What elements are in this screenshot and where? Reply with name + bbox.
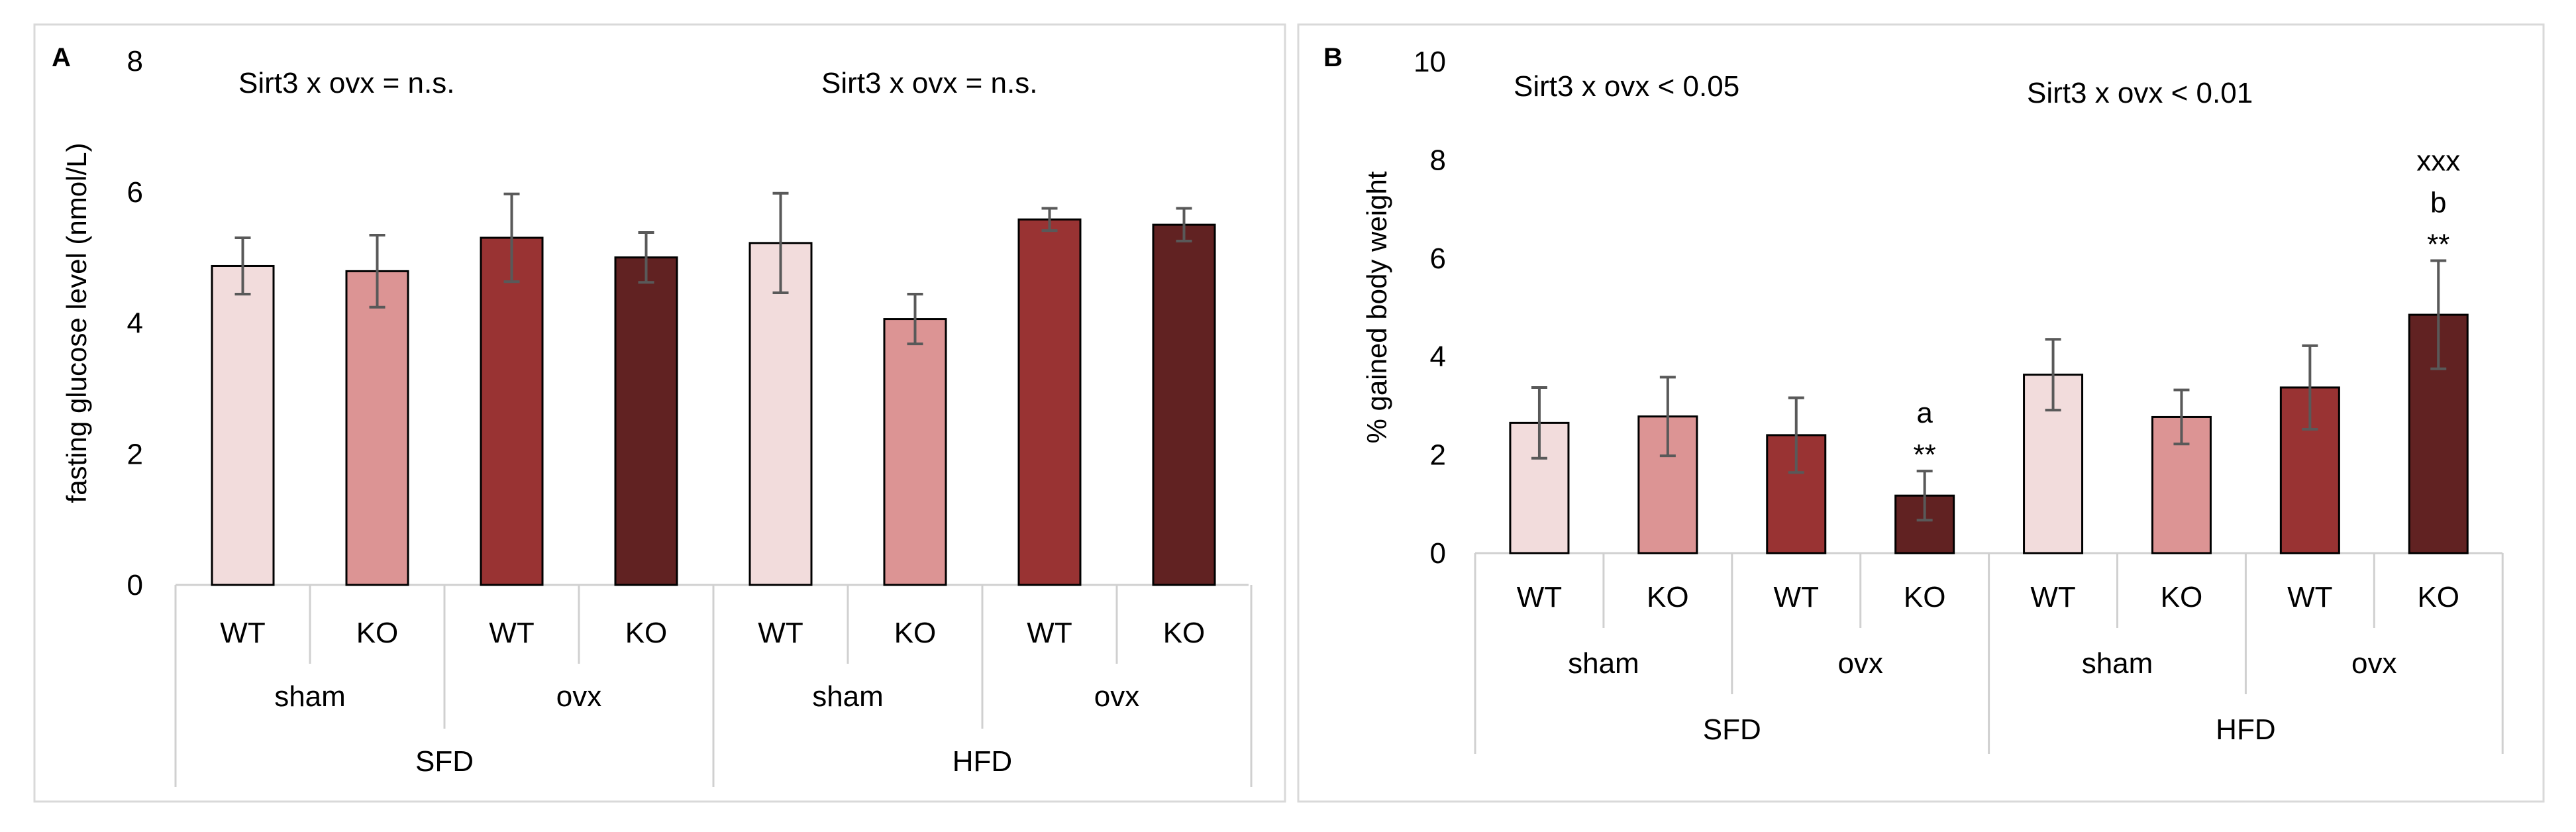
panel-b-genotype-label: KO — [2417, 581, 2459, 613]
panel-a-ytick-label: 4 — [127, 307, 143, 340]
panel-b-diet-label: SFD — [1703, 713, 1761, 746]
panel-a-genotype-label: KO — [356, 617, 399, 649]
panel-a-surgery-label: sham — [274, 680, 346, 713]
panel-a-surgery-label: sham — [812, 680, 884, 713]
panel-b-significance-label: b — [2430, 187, 2446, 219]
panel-b-ylabel: % gained body weight — [1361, 171, 1392, 443]
panel-b-ytick-label: 4 — [1430, 340, 1446, 373]
panel-a-bar — [883, 318, 947, 586]
panel-b-genotype-label: WT — [2287, 581, 2332, 613]
panel-a-bar — [1152, 223, 1216, 586]
panel-a-interaction-annotation: Sirt3 x ovx = n.s. — [238, 67, 454, 99]
panel-a-ytick-label: 6 — [127, 176, 143, 209]
panel-a-ytick-label: 0 — [127, 569, 143, 601]
panel-b-interaction-annotation: Sirt3 x ovx < 0.05 — [1514, 70, 1739, 103]
panel-b-label: B — [1323, 43, 1343, 72]
panel-a-bar — [211, 264, 275, 586]
panel-b-significance-label: xxx — [2416, 145, 2460, 178]
panel-a-bar — [345, 270, 409, 586]
panel-a-surgery-label: ovx — [1094, 680, 1139, 713]
panel-b-significance-label: a — [1916, 397, 1933, 429]
panel-a-genotype-label: KO — [894, 617, 937, 649]
panel-b-genotype-label: WT — [1774, 581, 1819, 613]
panel-a-ytick-label: 2 — [127, 438, 143, 470]
panel-b-ytick-label: 2 — [1430, 439, 1446, 472]
panel-a-bar — [480, 236, 544, 586]
panel-a-bar — [748, 242, 813, 586]
panel-a-ytick-label: 8 — [127, 45, 143, 78]
panel-a-genotype-label: WT — [220, 617, 265, 649]
panel-b-genotype-label: KO — [2161, 581, 2203, 613]
panel-a-label: A — [52, 43, 71, 72]
panel-a-genotype-label: WT — [758, 617, 803, 649]
panel-a-bar — [614, 256, 678, 586]
panel-b-genotype-label: KO — [1647, 581, 1689, 613]
panel-b-surgery-label: sham — [2082, 647, 2153, 680]
panel-b-genotype-label: WT — [1517, 581, 1562, 613]
panel-b-ytick-label: 8 — [1430, 144, 1446, 176]
panel-b-genotype-label: KO — [1904, 581, 1946, 613]
panel-b-ytick-label: 10 — [1414, 46, 1446, 78]
panel-a-bar — [1017, 218, 1082, 586]
panel-b-genotype-label: WT — [2030, 581, 2075, 613]
panel-a-genotype-label: WT — [1027, 617, 1072, 649]
panel-a-genotype-label: WT — [489, 617, 534, 649]
panel-a-frame — [33, 23, 1286, 803]
panel-b-surgery-label: ovx — [1837, 647, 1882, 680]
panel-a-genotype-label: KO — [1163, 617, 1206, 649]
panel-a-surgery-label: ovx — [556, 680, 601, 713]
panel-a-diet-label: HFD — [953, 745, 1012, 778]
panel-b-ytick-label: 6 — [1430, 242, 1446, 275]
panel-b-surgery-label: ovx — [2351, 647, 2396, 680]
panel-a-diet-label: SFD — [415, 745, 474, 778]
panel-a-interaction-annotation: Sirt3 x ovx = n.s. — [821, 67, 1037, 99]
panel-b-frame — [1297, 23, 2545, 803]
panel-a-genotype-label: KO — [625, 617, 668, 649]
panel-b-diet-label: HFD — [2216, 713, 2275, 746]
panel-b-surgery-label: sham — [1568, 647, 1639, 680]
panel-b-significance-label: ** — [2427, 229, 2449, 261]
panel-b-bar — [1637, 415, 1698, 554]
panel-b-ytick-label: 0 — [1430, 537, 1446, 570]
panel-b-significance-label: ** — [1914, 439, 1936, 471]
panel-a-ylabel: fasting glucose level (nmol/L) — [61, 143, 92, 503]
panel-b-interaction-annotation: Sirt3 x ovx < 0.01 — [2027, 77, 2253, 109]
